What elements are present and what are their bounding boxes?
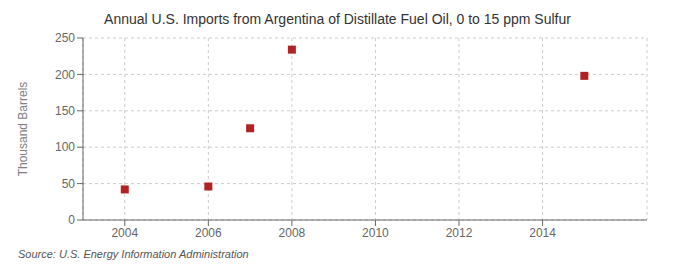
svg-text:100: 100	[55, 140, 75, 154]
svg-text:200: 200	[55, 68, 75, 82]
svg-text:2004: 2004	[111, 226, 138, 240]
svg-text:150: 150	[55, 104, 75, 118]
svg-text:2006: 2006	[195, 226, 222, 240]
svg-text:0: 0	[68, 213, 75, 227]
svg-text:2012: 2012	[446, 226, 473, 240]
svg-text:2010: 2010	[362, 226, 389, 240]
svg-text:250: 250	[55, 31, 75, 45]
svg-text:2008: 2008	[279, 226, 306, 240]
html-text:Annual U.S. Imports from Argen: Annual U.S. Imports from Argentina of Di…	[104, 11, 571, 27]
html-text:Source: U.S. Energy Informatio: Source: U.S. Energy Information Administ…	[18, 248, 249, 260]
svg-text:50: 50	[62, 177, 76, 191]
svg-text:2014: 2014	[529, 226, 556, 240]
svg-text:Thousand Barrels: Thousand Barrels	[16, 82, 30, 177]
